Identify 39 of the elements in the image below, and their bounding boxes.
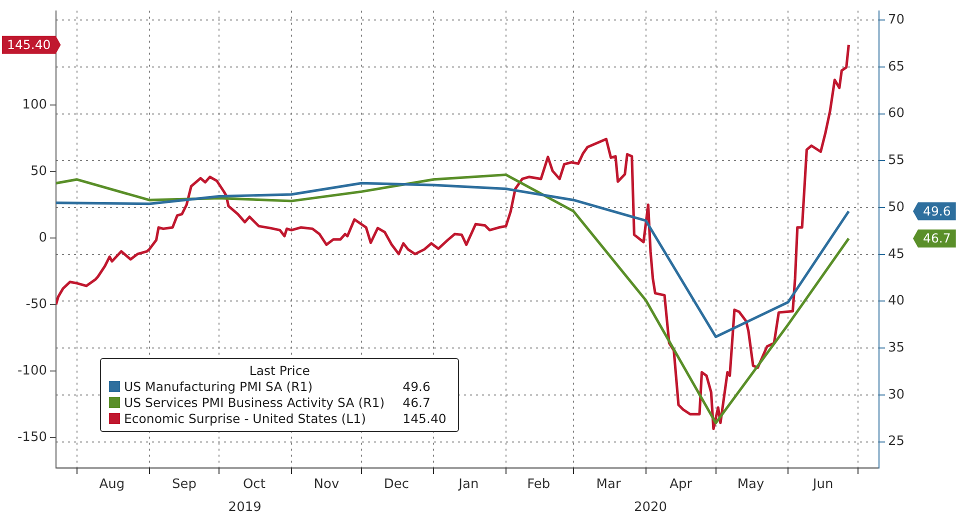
legend-label: US Manufacturing PMI SA (R1) [123,379,314,395]
annotation: 145.40 [402,411,448,427]
x-tick-label: Sep [172,477,196,492]
legend-title: Last Price [248,363,311,379]
x-tick-label: Dec [384,477,409,492]
y2-tick-label: 65 [888,59,905,74]
y2-tick-label: 45 [888,246,905,262]
x-tick-label: Oct [242,477,266,492]
text: 46.7 [923,230,951,246]
y2-tick-label: 25 [888,434,905,450]
x-tick-label: Jun [812,477,834,492]
x-tick-label: May [737,477,765,492]
x-tick-label: Jan [458,477,479,492]
annotation: 49.6 [402,379,432,395]
x-tick-label: Feb [527,477,550,492]
text: 145.40 [7,37,51,52]
x2-tick-label: 2020 [634,500,668,512]
y-tick-label: 50 [30,164,47,179]
y-tick-label: -50 [26,296,47,312]
y2-tick-label: 35 [888,340,905,356]
y2-tick-label: 30 [888,387,905,402]
y2-tick-label: 50 [888,200,905,215]
text: 49.6 [923,204,951,219]
y-tick-label: -150 [17,430,47,445]
y2-tick-label: 55 [888,153,905,168]
y2-tick-label: 60 [888,106,905,122]
y-tick-label: 0 [38,230,47,246]
y2-tick-label: 70 [888,12,905,28]
y-tick-label: 100 [22,98,47,113]
x-tick-label: Apr [670,477,693,492]
x-tick-label: Mar [596,477,622,492]
y-tick-label: -100 [17,363,47,378]
x-tick-label: Aug [99,477,125,492]
annotation: 46.7 [402,395,432,411]
legend-label: Economic Surprise - United States (L1) [123,411,367,427]
y2-tick-label: 40 [888,294,905,309]
legend-label: US Services PMI Business Activity SA (R1) [123,395,386,411]
x-tick-label: Nov [314,477,340,492]
x2-tick-label: 2019 [228,500,262,512]
